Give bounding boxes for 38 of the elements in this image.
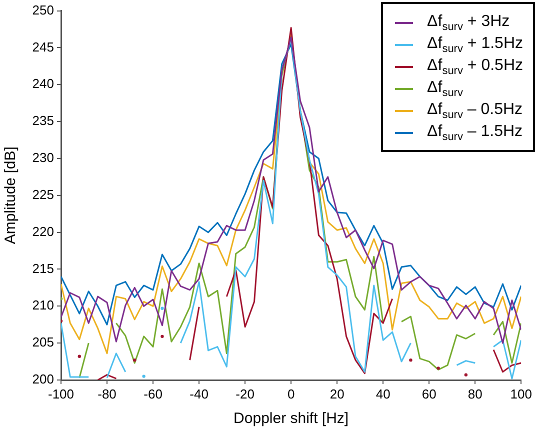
x-axis-title: Doppler shift [Hz] <box>234 410 349 428</box>
point <box>160 306 164 310</box>
legend-label: Δf$_{surv}$ – 0.5Hz <box>427 100 523 122</box>
point <box>436 366 440 370</box>
y-tick-label: 225 <box>32 186 54 202</box>
legend-label: Δf$_{surv}$ + 1.5Hz <box>427 34 523 56</box>
x-tick-label: 0 <box>287 386 295 402</box>
x-tick-label: 20 <box>330 386 344 402</box>
y-axis-title: Amplitude [dB] <box>2 146 20 244</box>
x-tick-label: 40 <box>376 386 390 402</box>
legend-label: Δf$_{surv}$ + 3Hz <box>427 12 510 34</box>
point <box>133 358 136 362</box>
point <box>464 373 468 376</box>
point <box>409 358 412 362</box>
point <box>142 374 146 378</box>
legend-label: Δf$_{surv}$ – 1.5Hz <box>427 122 523 144</box>
x-tick-label: 100 <box>510 386 532 402</box>
point <box>160 334 164 338</box>
x-tick-label: -60 <box>144 386 162 402</box>
x-tick-label: -80 <box>98 386 116 402</box>
y-tick-label: 210 <box>32 298 54 313</box>
y-tick-label: 205 <box>32 334 54 350</box>
legend-label: Δf$_{surv}$ <box>427 78 463 100</box>
y-tick-label: 235 <box>32 113 54 128</box>
x-tick-label: -100 <box>48 386 74 402</box>
point <box>78 354 82 358</box>
x-tick-label: 80 <box>468 386 482 402</box>
y-tick-label: 230 <box>32 150 54 166</box>
y-tick-label: 240 <box>32 76 54 92</box>
y-tick-label: 245 <box>32 39 54 54</box>
x-tick-label: -40 <box>190 386 208 402</box>
legend-label: Δf$_{surv}$ + 0.5Hz <box>427 56 523 78</box>
y-tick-label: 220 <box>32 224 54 239</box>
y-tick-label: 250 <box>32 2 54 18</box>
y-tick-label: 215 <box>32 260 54 276</box>
x-tick-label: -20 <box>236 386 254 402</box>
x-tick-label: 60 <box>422 386 436 402</box>
y-tick-label: 200 <box>32 372 54 387</box>
